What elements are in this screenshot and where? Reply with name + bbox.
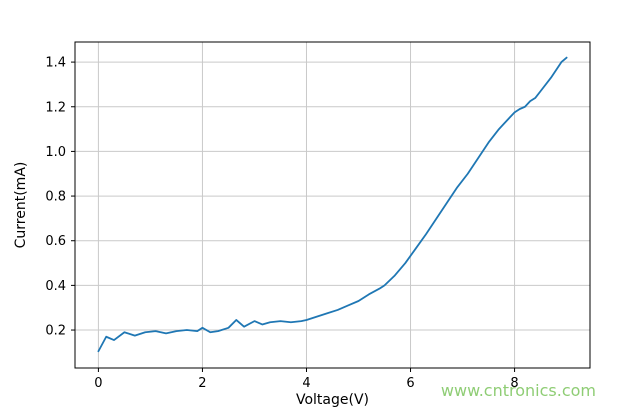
- data-line: [97, 56, 568, 353]
- y-tick-label: 1.2: [45, 100, 66, 115]
- x-tick-label: 6: [406, 376, 414, 391]
- axis-ticks: [71, 61, 516, 372]
- grid-lines: [75, 42, 590, 368]
- y-tick-label: 1.4: [45, 56, 66, 71]
- y-axis-label: Current(mA): [13, 162, 29, 249]
- y-tick-label: 0.2: [45, 324, 66, 339]
- plot-frame: [74, 41, 591, 369]
- y-tick-label: 0.8: [45, 190, 66, 205]
- watermark: www.cntronics.com: [441, 381, 596, 400]
- y-tick-labels: 0.2 0.4 0.6 0.8 1.0 1.2 1.4: [45, 56, 66, 339]
- x-tick-label: 4: [302, 376, 310, 391]
- y-tick-label: 0.6: [45, 234, 66, 249]
- x-axis-label: Voltage(V): [296, 392, 369, 408]
- y-tick-label: 0.4: [45, 279, 66, 294]
- x-tick-labels: 0 2 4 6 8: [94, 376, 518, 391]
- x-tick-label: 2: [198, 376, 206, 391]
- y-tick-label: 1.0: [45, 145, 66, 160]
- x-tick-label: 0: [94, 376, 102, 391]
- x-tick-label: 8: [510, 376, 518, 391]
